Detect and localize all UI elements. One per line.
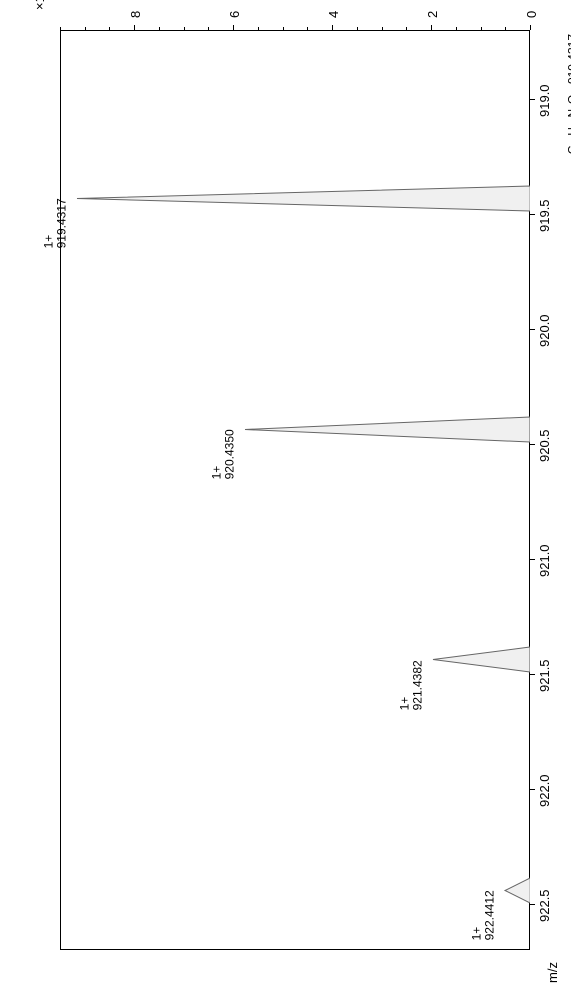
y-minor-tick — [85, 27, 86, 30]
y-minor-tick — [456, 27, 457, 30]
x-tick-label: 920.5 — [537, 429, 552, 462]
y-tick-mark — [530, 25, 531, 30]
y-minor-tick — [382, 27, 383, 30]
peak — [243, 416, 530, 443]
peak — [431, 646, 530, 673]
x-tick-label: 919.0 — [537, 84, 552, 117]
x-tick-mark — [530, 789, 535, 790]
x-tick-label: 922.0 — [537, 774, 552, 807]
y-minor-tick — [481, 27, 482, 30]
x-tick-mark — [530, 904, 535, 905]
x-tick-label: 922.5 — [537, 889, 552, 922]
x-axis-label: m/z — [542, 965, 563, 980]
y-tick-label: 6 — [227, 11, 242, 18]
y-minor-tick — [159, 27, 160, 30]
x-tick-label: 919.5 — [537, 199, 552, 232]
x-tick-label: 921.5 — [537, 659, 552, 692]
peak-label: 1+919.4317 — [42, 199, 68, 249]
x-tick-mark — [530, 99, 535, 100]
y-tick-mark — [134, 25, 135, 30]
y-minor-tick — [307, 27, 308, 30]
y-minor-tick — [283, 27, 284, 30]
y-minor-tick — [184, 27, 185, 30]
y-minor-tick — [406, 27, 407, 30]
y-minor-tick — [208, 27, 209, 30]
peak-label: 1+922.4412 — [470, 891, 496, 941]
y-minor-tick — [60, 27, 61, 30]
mass-spectrum-chart: ×10⁴ C₆₀H₅₉N₂O₇, 919.4317 m/z 0 2 4 6 8 919.0… — [0, 0, 571, 1000]
y-tick-label: 4 — [326, 11, 341, 18]
plot-area — [60, 30, 530, 950]
peak — [75, 185, 530, 212]
x-tick-label: 921.0 — [537, 544, 552, 577]
y-minor-tick — [505, 27, 506, 30]
y-minor-tick — [258, 27, 259, 30]
x-tick-mark — [530, 559, 535, 560]
y-tick-label: 0 — [524, 11, 539, 18]
y-tick-label: 2 — [425, 11, 440, 18]
x-tick-label: 920.0 — [537, 314, 552, 347]
x-tick-mark — [530, 214, 535, 215]
peak-label: 1+921.4382 — [399, 660, 425, 710]
y-multiplier: ×10⁴ — [32, 0, 47, 10]
y-minor-tick — [357, 27, 358, 30]
formula-annotation: C₆₀H₅₉N₂O₇, 919.4317 — [565, 34, 571, 154]
y-minor-tick — [109, 27, 110, 30]
y-tick-mark — [332, 25, 333, 30]
peak-label: 1+920.4350 — [211, 429, 237, 479]
y-tick-mark — [233, 25, 234, 30]
y-tick-mark — [431, 25, 432, 30]
y-tick-label: 8 — [128, 11, 143, 18]
peak — [503, 877, 530, 904]
x-tick-mark — [530, 674, 535, 675]
x-tick-mark — [530, 444, 535, 445]
x-tick-mark — [530, 329, 535, 330]
